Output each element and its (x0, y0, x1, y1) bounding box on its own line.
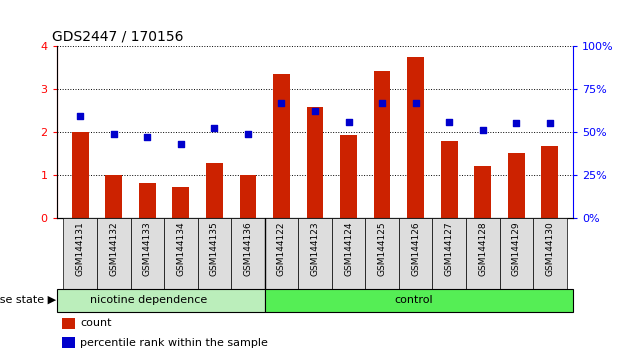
Bar (466, 218, 500, 289)
Bar (239, 175, 256, 218)
Bar (298, 218, 332, 289)
Text: GSM144125: GSM144125 (377, 221, 387, 276)
Text: GSM144130: GSM144130 (546, 221, 554, 276)
Bar (332, 218, 365, 289)
Bar (273, 74, 290, 218)
Bar (62, 337, 75, 348)
Point (478, 127, 488, 133)
Text: percentile rank within the sample: percentile rank within the sample (80, 337, 268, 348)
Bar (57, 289, 265, 312)
Point (75, 114, 85, 119)
Text: GSM144122: GSM144122 (277, 221, 286, 276)
Point (142, 134, 152, 140)
Bar (265, 218, 298, 289)
Text: GSM144126: GSM144126 (411, 221, 420, 276)
Text: GSM144123: GSM144123 (311, 221, 319, 276)
Bar (97, 218, 130, 289)
Text: GDS2447 / 170156: GDS2447 / 170156 (52, 29, 183, 44)
Bar (500, 218, 533, 289)
Point (411, 100, 421, 105)
Text: GSM144135: GSM144135 (210, 221, 219, 276)
Text: GSM144132: GSM144132 (109, 221, 118, 276)
Bar (374, 71, 391, 218)
Point (310, 108, 320, 114)
Point (209, 126, 219, 131)
Bar (432, 218, 466, 289)
Text: nicotine dependence: nicotine dependence (90, 295, 207, 305)
Bar (72, 132, 89, 218)
Bar (130, 218, 164, 289)
Bar (340, 135, 357, 218)
Bar (508, 153, 525, 218)
Point (377, 100, 387, 105)
Bar (64, 218, 97, 289)
Point (176, 141, 186, 147)
Text: GSM144124: GSM144124 (344, 221, 353, 276)
Bar (307, 107, 323, 218)
Bar (62, 318, 75, 329)
Bar (105, 175, 122, 218)
Bar (399, 218, 432, 289)
Bar (198, 218, 231, 289)
Text: control: control (394, 295, 433, 305)
Text: GSM144131: GSM144131 (76, 221, 84, 276)
Text: disease state ▶: disease state ▶ (0, 295, 56, 305)
Point (444, 119, 454, 124)
Bar (265, 289, 573, 312)
Bar (407, 57, 424, 218)
Bar (139, 183, 156, 218)
Point (343, 119, 353, 124)
Bar (206, 163, 223, 218)
Point (277, 100, 287, 105)
Text: GSM144128: GSM144128 (478, 221, 487, 276)
Text: GSM144134: GSM144134 (176, 221, 185, 276)
Text: GSM144129: GSM144129 (512, 221, 521, 276)
Bar (173, 187, 189, 218)
Bar (365, 218, 399, 289)
Text: GSM144133: GSM144133 (143, 221, 152, 276)
Point (109, 131, 119, 136)
Point (545, 120, 555, 126)
Bar (441, 141, 457, 218)
Text: count: count (80, 318, 112, 329)
Bar (541, 146, 558, 218)
Bar (533, 218, 566, 289)
Point (243, 131, 253, 136)
Point (511, 120, 521, 126)
Text: GSM144127: GSM144127 (445, 221, 454, 276)
Bar (231, 218, 265, 289)
Bar (164, 218, 198, 289)
Bar (474, 166, 491, 218)
Text: GSM144136: GSM144136 (243, 221, 253, 276)
